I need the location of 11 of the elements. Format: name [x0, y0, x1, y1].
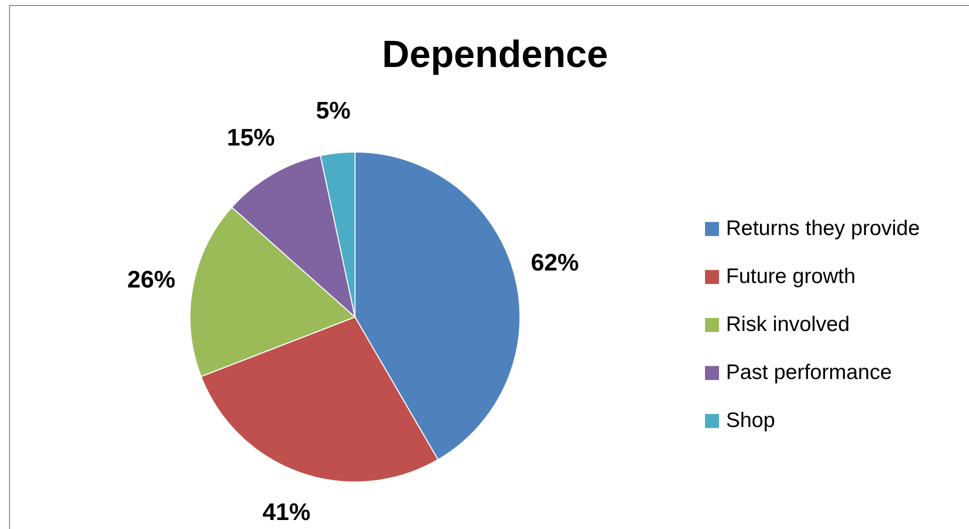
chart-title: Dependence: [381, 34, 609, 77]
data-label: 5%: [316, 98, 351, 125]
legend-label: Past performance: [726, 361, 892, 385]
legend-label: Shop: [726, 409, 776, 433]
data-label: 15%: [226, 124, 275, 152]
data-label: 41%: [262, 498, 311, 526]
data-label: 62%: [530, 250, 579, 277]
legend-label: Future growth: [726, 265, 856, 289]
legend-label: Returns they provide: [726, 217, 920, 241]
data-label: 26%: [127, 266, 176, 294]
legend-label: Risk involved: [726, 313, 850, 337]
